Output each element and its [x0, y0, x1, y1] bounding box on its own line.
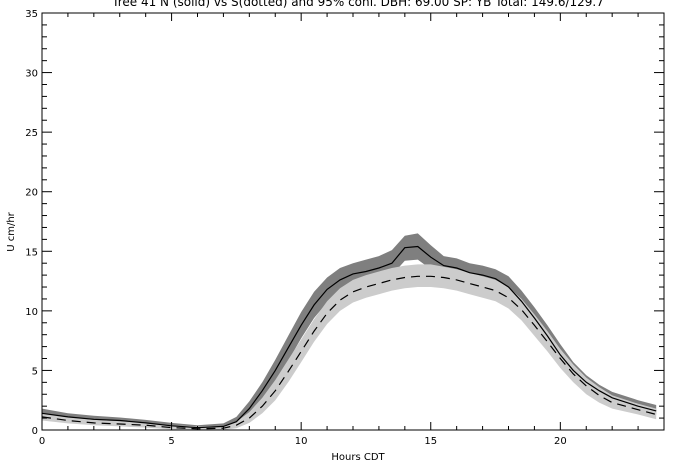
chart-title: Tree 41 N (solid) vs S(dotted) and 95% c…: [111, 0, 604, 9]
y-tick-label: 25: [25, 128, 38, 139]
confidence-band-1: [42, 233, 657, 430]
series-lines: [41, 245, 657, 430]
y-tick-label: 15: [25, 247, 38, 258]
confidence-band-2: [42, 264, 657, 430]
x-tick-label: 5: [168, 436, 174, 447]
confidence-bands: [42, 233, 657, 430]
y-tick-label: 0: [32, 426, 38, 437]
y-tick-label: 30: [25, 69, 38, 80]
y-tick-label: 20: [25, 188, 38, 199]
y-tick-label: 5: [32, 366, 38, 377]
x-tick-label: 20: [554, 436, 567, 447]
y-tick-label: 35: [25, 9, 38, 20]
x-tick-label: 15: [424, 436, 437, 447]
x-tick-label: 0: [39, 436, 45, 447]
y-axis-title: U cm/hr: [6, 211, 17, 251]
x-axis-title: Hours CDT: [331, 452, 385, 463]
series-line-2: [41, 275, 657, 430]
y-tick-label: 10: [25, 307, 38, 318]
axis-ticks: 0 5 10 15 20 0 5 10 15 20 25 30 35: [25, 9, 665, 447]
x-tick-label: 10: [295, 436, 308, 447]
series-line-1: [41, 245, 657, 429]
